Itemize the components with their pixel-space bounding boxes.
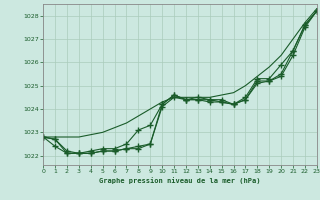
X-axis label: Graphe pression niveau de la mer (hPa): Graphe pression niveau de la mer (hPa) [99,177,261,184]
